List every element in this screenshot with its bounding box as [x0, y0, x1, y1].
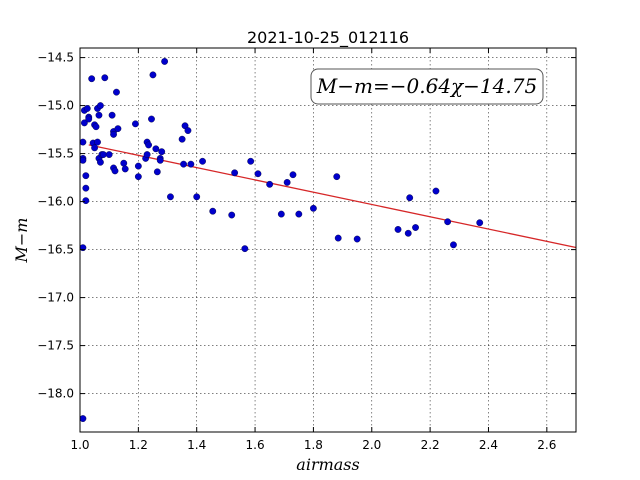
- y-tick-label: −15.0: [37, 99, 74, 113]
- data-point: [149, 71, 157, 79]
- data-point: [404, 229, 412, 237]
- data-point: [310, 204, 317, 212]
- data-point: [120, 159, 128, 167]
- data-point: [283, 178, 291, 186]
- data-point: [134, 162, 142, 170]
- data-point: [178, 135, 186, 143]
- y-tick-label: −18.0: [37, 387, 74, 401]
- y-tick-label: −17.5: [37, 339, 74, 353]
- y-tick-label: −14.5: [37, 51, 74, 65]
- data-point: [152, 145, 160, 153]
- data-point: [156, 156, 164, 164]
- data-point: [121, 165, 129, 173]
- data-point: [114, 125, 122, 133]
- data-point: [88, 75, 96, 83]
- data-point: [353, 235, 361, 243]
- data-point: [394, 226, 402, 233]
- data-point: [134, 173, 142, 181]
- annotation-text: M−m=−0.64χ−14.75: [316, 74, 537, 98]
- y-axis-label: M−m: [12, 218, 31, 264]
- data-point: [153, 168, 161, 176]
- data-point: [91, 144, 98, 152]
- x-tick-label: 1.2: [129, 438, 148, 452]
- data-point: [167, 193, 174, 201]
- data-point: [82, 172, 90, 180]
- x-tick-label: 2.2: [421, 438, 440, 452]
- data-point: [110, 130, 117, 138]
- chart-title: 2021-10-25_012116: [247, 28, 409, 48]
- data-point: [241, 245, 249, 253]
- data-point: [254, 170, 262, 178]
- data-point: [92, 123, 100, 131]
- data-point: [161, 58, 169, 65]
- x-tick-label: 2.0: [362, 438, 381, 452]
- data-point: [444, 218, 452, 226]
- x-tick-label: 1.6: [246, 438, 265, 452]
- data-point: [111, 167, 119, 175]
- fit-line-group: [88, 144, 577, 249]
- data-point: [334, 234, 342, 242]
- data-point: [79, 138, 87, 146]
- data-point: [99, 151, 107, 158]
- data-point: [187, 160, 195, 168]
- data-point: [450, 241, 457, 249]
- x-tick-label: 2.4: [479, 438, 498, 452]
- y-tick-label: −15.5: [37, 147, 74, 161]
- y-tick-label: −16.0: [37, 195, 74, 209]
- x-axis-label: airmass: [296, 455, 359, 474]
- data-point: [289, 171, 297, 179]
- grid: [80, 48, 576, 432]
- data-point: [231, 169, 239, 177]
- data-point: [199, 157, 206, 165]
- data-point: [83, 105, 91, 112]
- data-point: [148, 115, 155, 123]
- data-point: [406, 194, 414, 202]
- data-point: [132, 120, 139, 128]
- data-point: [247, 157, 255, 165]
- axis-ticks: 1.0 1.2 1.4 1.6 1.8 2.0 2.2 2.4 2.6 −14.5 −15.0 −15…: [37, 48, 576, 452]
- data-point: [180, 160, 187, 168]
- data-point: [79, 415, 87, 422]
- data-point: [266, 180, 274, 188]
- data-point: [105, 151, 113, 158]
- data-point: [432, 187, 440, 195]
- data-point: [101, 74, 109, 82]
- data-point: [85, 115, 93, 123]
- y-tick-label: −17.0: [37, 291, 74, 305]
- data-point: [80, 119, 88, 127]
- data-point: [113, 88, 120, 96]
- data-point: [82, 197, 90, 205]
- data-point: [108, 111, 116, 119]
- data-point: [228, 211, 236, 219]
- data-point: [193, 193, 201, 201]
- data-point: [95, 111, 103, 119]
- data-point: [97, 158, 104, 166]
- x-tick-label: 1.0: [70, 438, 89, 452]
- data-point: [143, 151, 151, 158]
- data-point: [79, 156, 87, 164]
- annotation-box: [310, 68, 544, 105]
- y-tick-label: −16.5: [37, 243, 74, 257]
- data-point: [277, 210, 285, 218]
- x-tick-label: 1.8: [304, 438, 323, 452]
- data-point: [333, 173, 341, 181]
- plot-frame: [79, 47, 577, 433]
- data-point: [476, 219, 484, 227]
- data-point: [82, 184, 90, 192]
- data-point: [209, 207, 217, 215]
- x-tick-label: 2.6: [537, 438, 556, 452]
- data-point: [97, 102, 104, 110]
- data-point: [94, 138, 101, 146]
- data-point: [295, 210, 303, 218]
- data-point: [184, 127, 192, 134]
- x-tick-label: 1.4: [187, 438, 206, 452]
- data-point: [145, 141, 152, 149]
- fit-annotation: M−m=−0.64χ−14.75: [310, 68, 544, 105]
- data-point: [158, 148, 166, 156]
- data-points: [79, 58, 484, 422]
- fit-line: [88, 144, 577, 249]
- data-point: [412, 224, 419, 231]
